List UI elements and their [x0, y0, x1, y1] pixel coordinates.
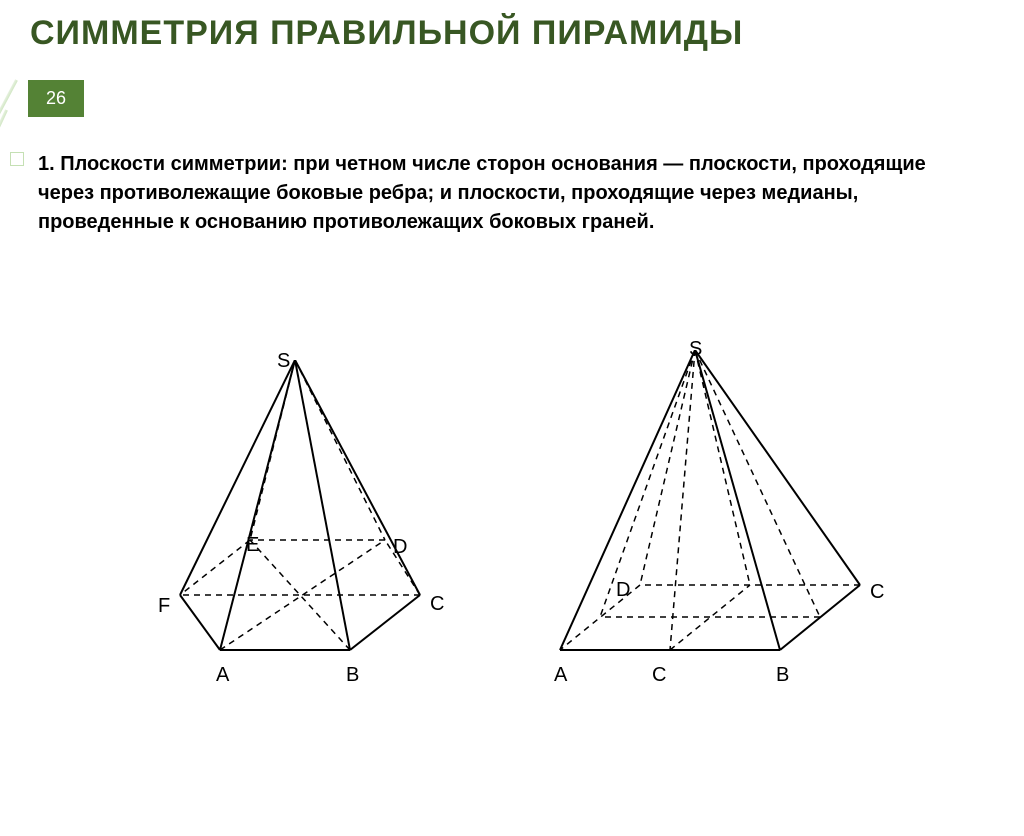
vertex-label: S [689, 338, 702, 361]
vertex-label: C [652, 664, 666, 687]
vertex-label: B [346, 664, 359, 687]
vertex-label: B [776, 664, 789, 687]
vertex-label: A [216, 664, 229, 687]
square-pyramid-diagram [520, 350, 920, 690]
slide-paragraph: 1. Плоскости симметрии: при четном числе… [38, 150, 984, 237]
figures-area: S A B C D E F S A B C D C [0, 340, 1024, 760]
vertex-label: D [616, 579, 630, 602]
vertex-label: C [870, 581, 884, 604]
slide-number-badge: 26 [28, 80, 84, 117]
vertex-label: A [554, 664, 567, 687]
hexagonal-pyramid-diagram [130, 360, 490, 700]
bullet-icon [10, 152, 24, 166]
vertex-label: C [430, 593, 444, 616]
vertex-label: E [246, 534, 259, 557]
vertex-label: S [277, 350, 290, 373]
vertex-label: F [158, 595, 170, 618]
slide-title: СИММЕТРИЯ ПРАВИЛЬНОЙ ПИРАМИДЫ [0, 0, 1024, 53]
vertex-label: D [393, 536, 407, 559]
